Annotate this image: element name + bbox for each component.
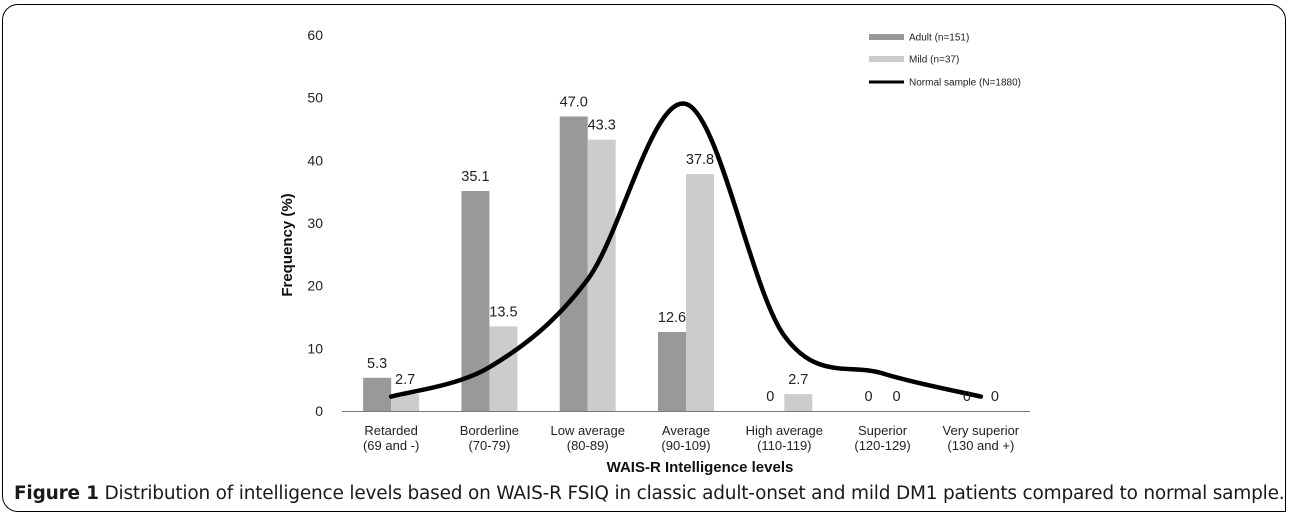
bar-mild xyxy=(784,394,813,411)
x-tick-label: Superior (120-129) xyxy=(854,423,910,453)
data-label-mild: 37.8 xyxy=(686,152,714,168)
x-axis-title: WAIS-R Intelligence levels xyxy=(607,459,794,476)
legend-label: Mild (n=37) xyxy=(909,55,959,66)
data-label-mild: 13.5 xyxy=(489,304,517,320)
y-tick-label: 0 xyxy=(315,403,323,419)
y-tick-label: 30 xyxy=(307,215,323,231)
x-tick-label: High average (110-119) xyxy=(746,423,823,453)
x-tick-label: Average (90-109) xyxy=(661,423,710,453)
y-axis-title: Frequency (%) xyxy=(279,193,296,296)
bar-mild xyxy=(686,174,714,411)
y-tick-label: 10 xyxy=(307,340,323,356)
intelligence-chart: 0 10 20 30 40 50 60 5.3 35.1 47.0 12.6 0 0 0 2.7 13.5 43… xyxy=(279,27,1030,476)
legend-swatch-adult xyxy=(869,34,904,40)
caption-text: Distribution of intelligence levels base… xyxy=(98,483,1285,504)
y-tick-label: 20 xyxy=(307,278,323,294)
bar-adult xyxy=(658,332,686,411)
bar-mild xyxy=(391,394,420,411)
data-label-adult: 47.0 xyxy=(560,94,588,110)
legend-label: Adult (n=151) xyxy=(909,33,969,44)
data-label-adult: 0 xyxy=(963,389,971,405)
data-label-mild: 0 xyxy=(893,389,901,405)
data-label-mild: 0 xyxy=(991,389,999,405)
data-label-mild: 43.3 xyxy=(588,118,616,134)
x-tick-label: Retarded (69 and -) xyxy=(363,423,419,453)
bar-adult xyxy=(559,116,588,411)
normal-sample-curve xyxy=(388,101,984,399)
x-tick-label: Low average (80-89) xyxy=(550,423,624,453)
figure-frame xyxy=(2,4,1286,512)
data-label-mild: 2.7 xyxy=(395,372,415,388)
data-label-adult: 35.1 xyxy=(461,169,489,185)
bar-adult xyxy=(363,377,392,411)
data-label-mild: 2.7 xyxy=(788,372,808,388)
data-label-adult: 12.6 xyxy=(658,310,686,326)
legend-swatch-mild xyxy=(869,56,904,62)
y-tick-label: 60 xyxy=(307,27,323,43)
data-label-adult: 0 xyxy=(766,389,774,405)
x-tick-label: Borderline (70-79) xyxy=(460,423,519,453)
data-label-adult: 5.3 xyxy=(367,356,387,372)
data-label-adult: 0 xyxy=(865,389,873,405)
legend-label: Normal sample (N=1880) xyxy=(909,78,1021,89)
bar-mild xyxy=(489,326,518,411)
figure-caption: Figure 1 Distribution of intelligence le… xyxy=(14,483,1285,504)
y-tick-label: 50 xyxy=(307,90,323,106)
x-tick-label: Very superior (130 and +) xyxy=(943,423,1020,453)
y-tick-label: 40 xyxy=(307,152,323,168)
caption-label: Figure 1 xyxy=(14,483,99,504)
